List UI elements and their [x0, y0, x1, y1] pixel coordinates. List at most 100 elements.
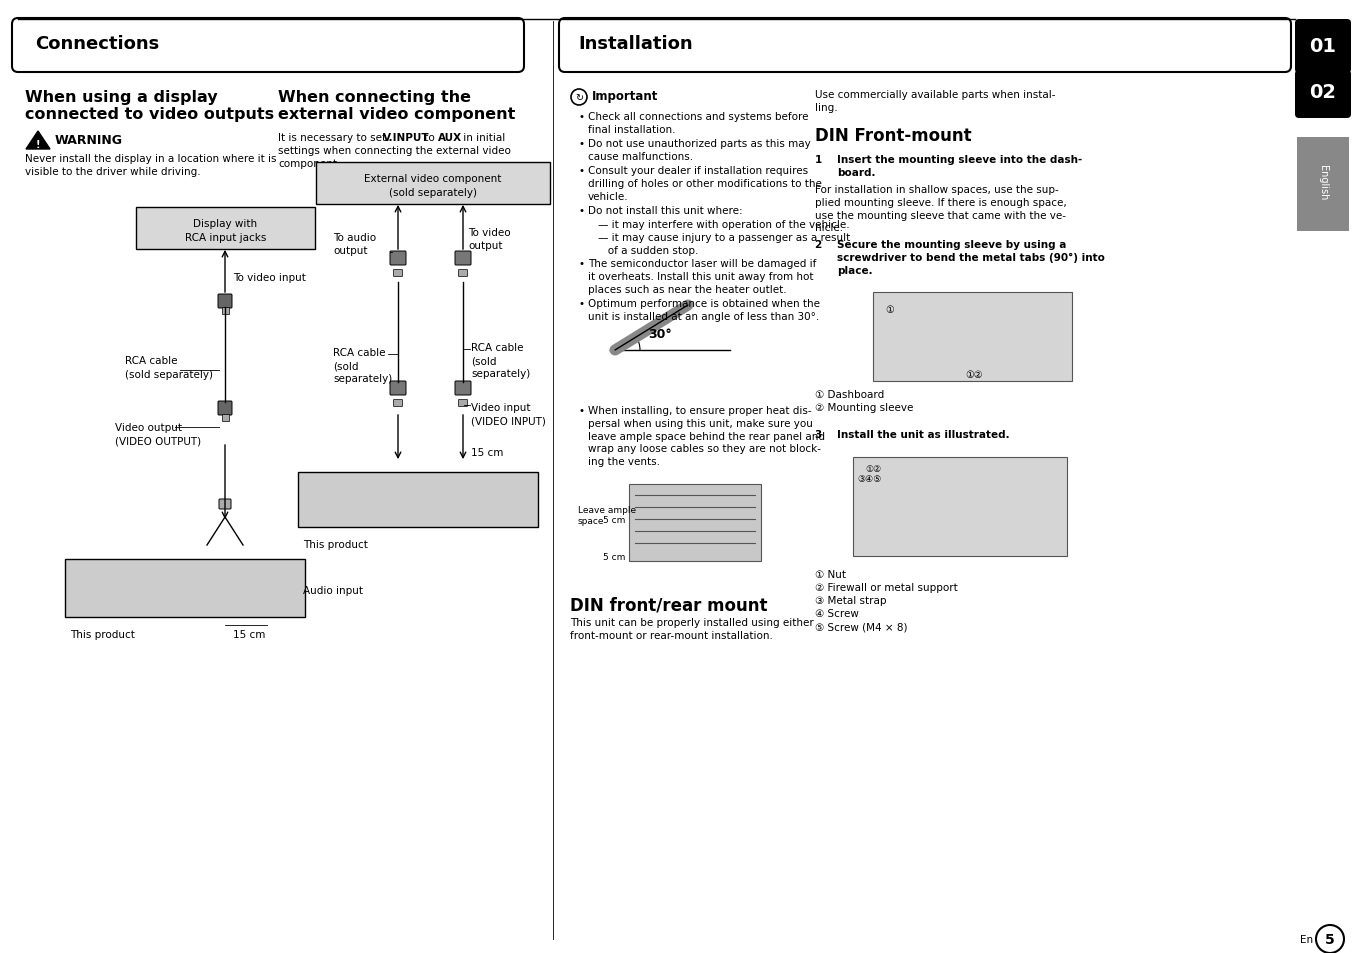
Text: Section: Section	[1303, 22, 1332, 30]
Text: 3: 3	[815, 430, 837, 439]
Text: — it may interfere with operation of the vehicle.: — it may interfere with operation of the…	[598, 220, 849, 230]
FancyBboxPatch shape	[853, 457, 1067, 557]
FancyBboxPatch shape	[137, 208, 315, 250]
Circle shape	[277, 568, 283, 575]
Text: ①②: ①②	[865, 464, 882, 474]
Text: 02: 02	[1310, 84, 1337, 102]
Text: To audio
output: To audio output	[333, 233, 376, 256]
FancyBboxPatch shape	[558, 19, 1291, 73]
Circle shape	[571, 90, 587, 106]
Text: RCA cable
(sold separately): RCA cable (sold separately)	[124, 356, 214, 379]
Text: Secure the mounting sleeve by using a
screwdriver to bend the metal tabs (90°) i: Secure the mounting sleeve by using a sc…	[837, 240, 1105, 275]
Circle shape	[277, 578, 283, 584]
Text: 01: 01	[1310, 36, 1337, 55]
Text: 5: 5	[1325, 932, 1334, 946]
Text: ④ Screw: ④ Screw	[815, 608, 859, 618]
Ellipse shape	[96, 583, 110, 598]
Text: When using a display: When using a display	[24, 90, 218, 105]
Text: English: English	[1318, 165, 1328, 200]
Text: Connections: Connections	[35, 35, 160, 53]
Text: Installation: Installation	[579, 35, 692, 53]
Text: ↻: ↻	[575, 92, 583, 103]
FancyBboxPatch shape	[297, 473, 538, 527]
FancyBboxPatch shape	[456, 381, 470, 395]
Text: Install the unit as illustrated.: Install the unit as illustrated.	[837, 430, 1010, 439]
Text: Leave ample
space: Leave ample space	[579, 505, 637, 525]
Text: Use commercially available parts when instal-
ling.: Use commercially available parts when in…	[815, 90, 1056, 112]
Text: AUX: AUX	[438, 132, 462, 143]
Circle shape	[500, 501, 506, 507]
Text: to: to	[420, 132, 438, 143]
Text: 30°: 30°	[648, 328, 672, 341]
Circle shape	[521, 501, 526, 507]
Text: •: •	[579, 139, 584, 149]
FancyBboxPatch shape	[219, 499, 231, 510]
FancyBboxPatch shape	[629, 484, 761, 561]
Text: •: •	[579, 298, 584, 309]
FancyBboxPatch shape	[218, 401, 233, 416]
FancyBboxPatch shape	[316, 163, 550, 205]
FancyBboxPatch shape	[222, 307, 228, 314]
Text: RCA cable
(sold
separately): RCA cable (sold separately)	[333, 348, 392, 384]
Text: To video
output: To video output	[468, 228, 511, 251]
Circle shape	[510, 501, 516, 507]
Text: En: En	[1301, 934, 1313, 944]
FancyBboxPatch shape	[1297, 138, 1349, 232]
Text: Video output
(VIDEO OUTPUT): Video output (VIDEO OUTPUT)	[115, 422, 201, 446]
FancyBboxPatch shape	[458, 400, 468, 407]
Text: DIN front/rear mount: DIN front/rear mount	[571, 596, 768, 614]
Text: ① Nut: ① Nut	[815, 569, 846, 579]
FancyBboxPatch shape	[1295, 20, 1351, 74]
Text: 1: 1	[815, 154, 837, 165]
Text: 2: 2	[815, 240, 837, 250]
Text: •: •	[579, 166, 584, 175]
Text: ① Dashboard: ① Dashboard	[815, 390, 884, 399]
Text: This product: This product	[303, 539, 368, 550]
Text: connected to video outputs: connected to video outputs	[24, 107, 274, 122]
FancyBboxPatch shape	[389, 381, 406, 395]
Text: When installing, to ensure proper heat dis-
persal when using this unit, make su: When installing, to ensure proper heat d…	[588, 406, 825, 467]
Text: Optimum performance is obtained when the
unit is installed at an angle of less t: Optimum performance is obtained when the…	[588, 298, 821, 321]
Text: •: •	[579, 258, 584, 269]
Text: external video component: external video component	[279, 107, 515, 122]
FancyBboxPatch shape	[12, 19, 525, 73]
Text: Insert the mounting sleeve into the dash-
board.: Insert the mounting sleeve into the dash…	[837, 154, 1082, 177]
Text: This unit can be properly installed using either
front-mount or rear-mount insta: This unit can be properly installed usin…	[571, 618, 814, 640]
Ellipse shape	[327, 495, 341, 509]
Text: ⑤ Screw (M4 × 8): ⑤ Screw (M4 × 8)	[815, 621, 907, 631]
FancyBboxPatch shape	[393, 400, 403, 407]
Circle shape	[266, 568, 273, 575]
Circle shape	[510, 492, 516, 497]
FancyBboxPatch shape	[456, 252, 470, 266]
Text: in initial: in initial	[460, 132, 506, 143]
Ellipse shape	[78, 583, 92, 598]
Text: ①②: ①②	[965, 370, 983, 379]
FancyBboxPatch shape	[356, 494, 387, 510]
Text: Video input
(VIDEO INPUT): Video input (VIDEO INPUT)	[470, 402, 546, 426]
FancyBboxPatch shape	[222, 414, 228, 421]
Circle shape	[500, 492, 506, 497]
Text: Do not install this unit where:: Do not install this unit where:	[588, 206, 742, 215]
FancyBboxPatch shape	[1295, 71, 1351, 119]
Text: 5 cm: 5 cm	[603, 553, 625, 561]
Text: WARNING: WARNING	[55, 133, 123, 147]
Text: Check all connections and systems before
final installation.: Check all connections and systems before…	[588, 112, 808, 134]
Text: V.INPUT: V.INPUT	[383, 132, 430, 143]
Text: ①: ①	[886, 305, 894, 314]
Circle shape	[500, 481, 506, 488]
Text: ③ Metal strap: ③ Metal strap	[815, 596, 887, 605]
Polygon shape	[26, 132, 50, 150]
Text: For installation in shallow spaces, use the sup-
plied mounting sleeve. If there: For installation in shallow spaces, use …	[815, 185, 1067, 233]
FancyBboxPatch shape	[65, 559, 306, 618]
FancyBboxPatch shape	[393, 271, 403, 277]
Text: ③④⑤: ③④⑤	[857, 475, 882, 483]
Circle shape	[277, 588, 283, 595]
Text: !: !	[35, 140, 41, 150]
Circle shape	[287, 568, 293, 575]
Text: Display with
RCA input jacks: Display with RCA input jacks	[185, 219, 266, 242]
Text: ② Mounting sleeve: ② Mounting sleeve	[815, 402, 914, 413]
Text: •: •	[579, 406, 584, 416]
FancyBboxPatch shape	[873, 293, 1072, 381]
Text: It is necessary to set: It is necessary to set	[279, 132, 389, 143]
FancyBboxPatch shape	[458, 271, 468, 277]
